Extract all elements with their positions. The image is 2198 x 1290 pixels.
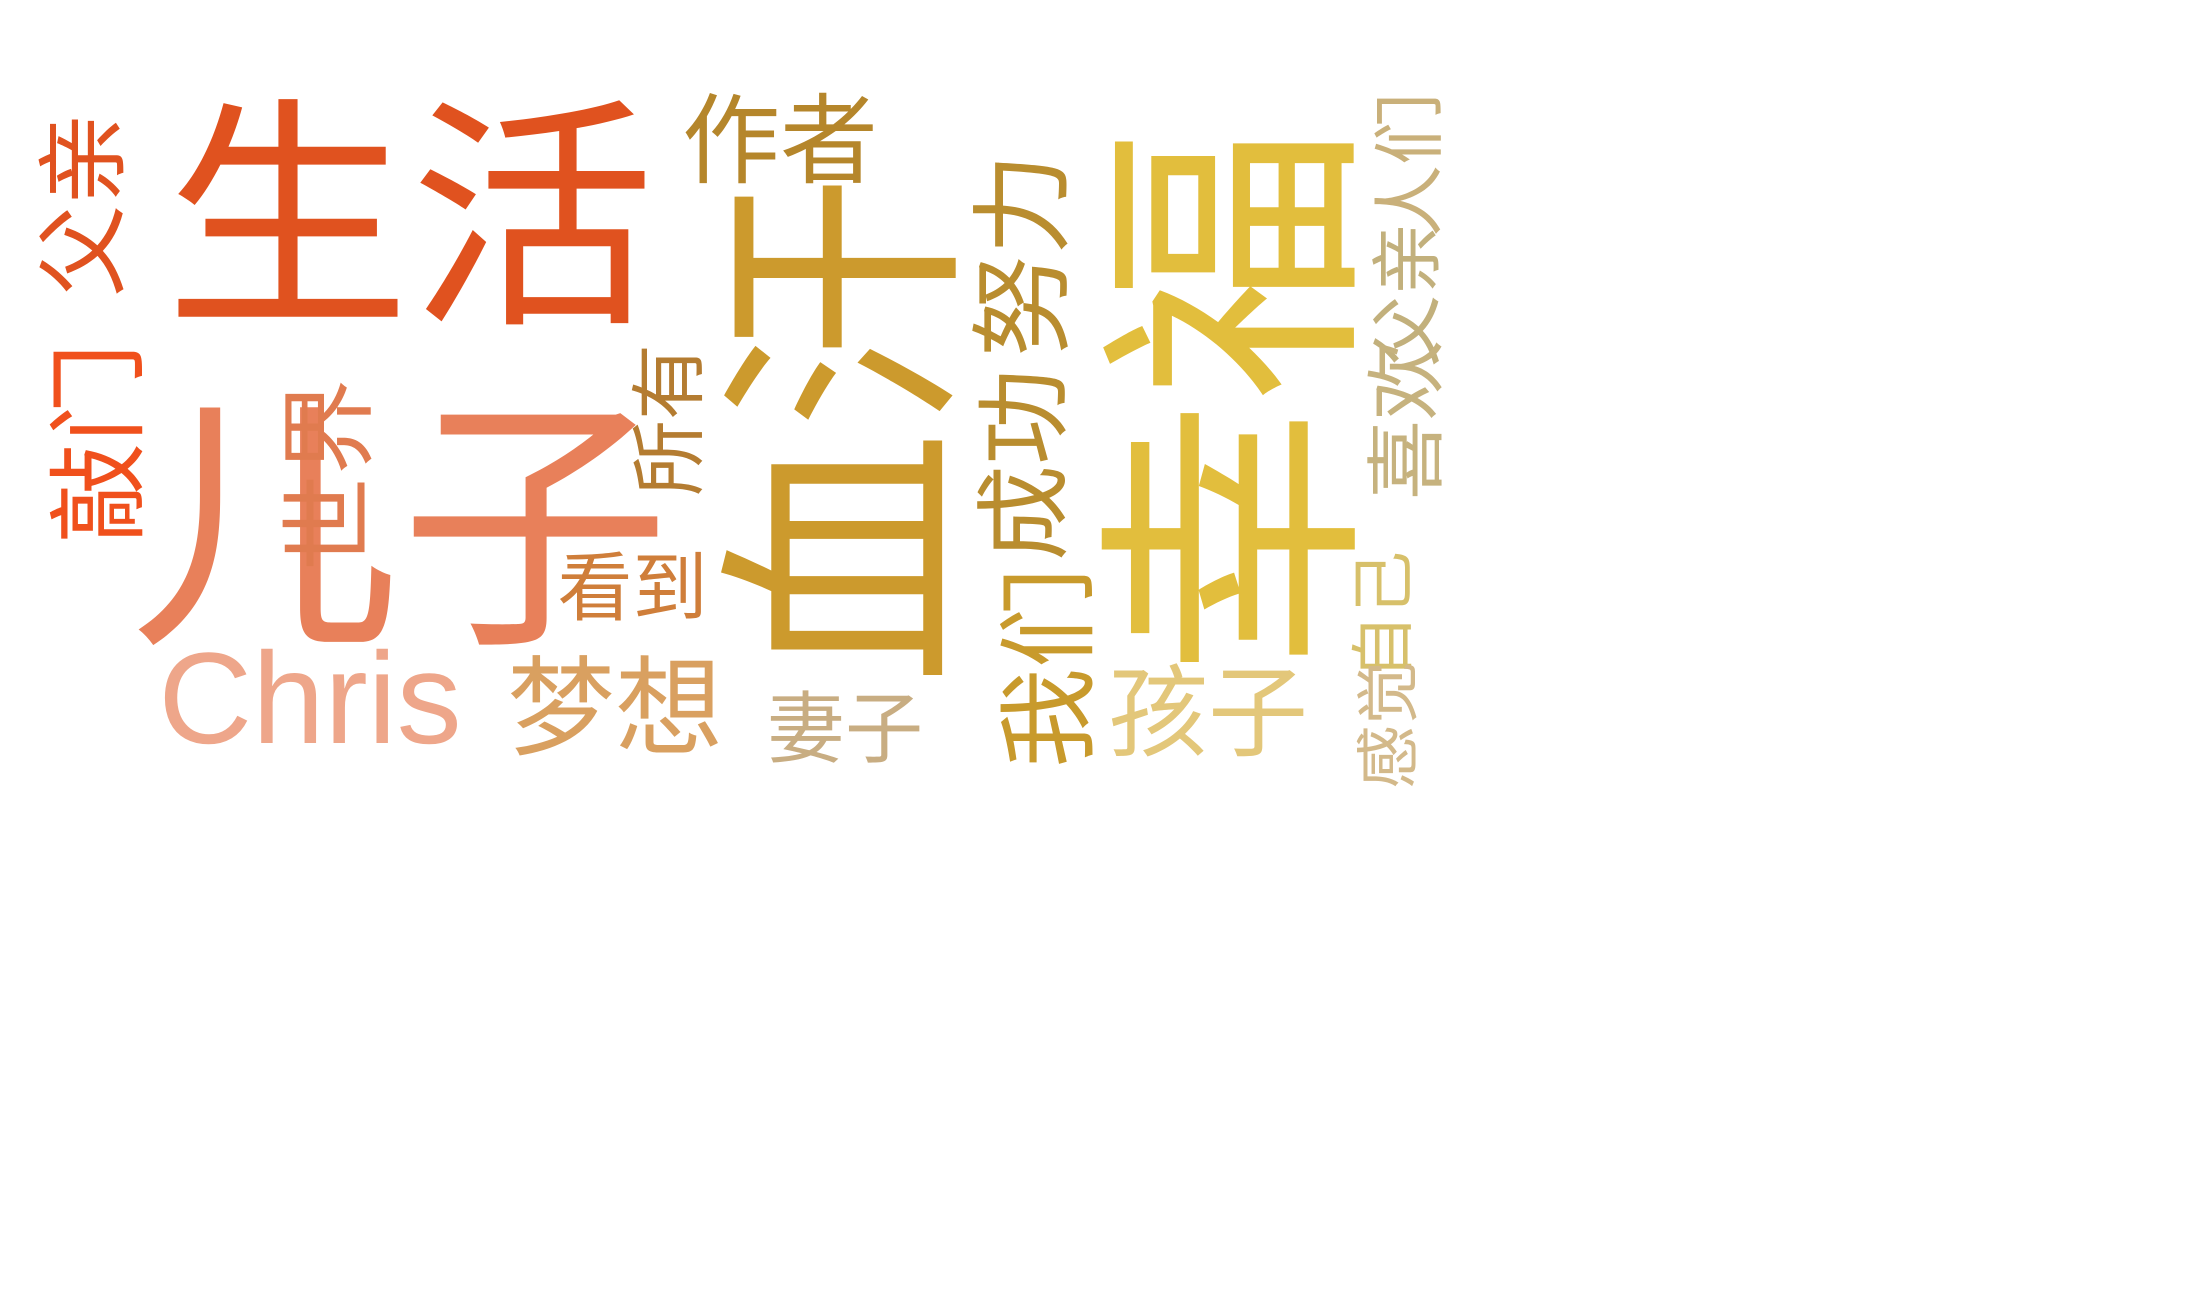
word-erzi: 儿子 [130,372,670,687]
word-ganjue: 感觉 [1353,661,1427,789]
word-renmen: 人们 [1368,92,1453,238]
word-shenghuo: 生活 [165,77,655,363]
word-qiaomen: 敲门 [41,342,158,543]
word-haizi: 孩子 [1108,655,1308,772]
word-chenggong: 成功 [969,369,1081,561]
word-kandao: 看到 [557,543,708,632]
word-xuehan: 血汗 [699,174,997,686]
word-xihuan: 喜欢 [1360,340,1454,500]
word-ziji: 自己 [1348,551,1422,679]
word-shijie: 世界 [274,379,386,571]
word-fuqin-left: 父亲 [31,112,139,298]
word-mengxiang: 梦想 [506,647,723,772]
word-chris: Chris [158,624,462,771]
word-qizi: 妻子 [766,685,923,775]
word-zuozhe: 作者 [681,85,878,199]
word-nuli: 努力 [965,153,1084,357]
